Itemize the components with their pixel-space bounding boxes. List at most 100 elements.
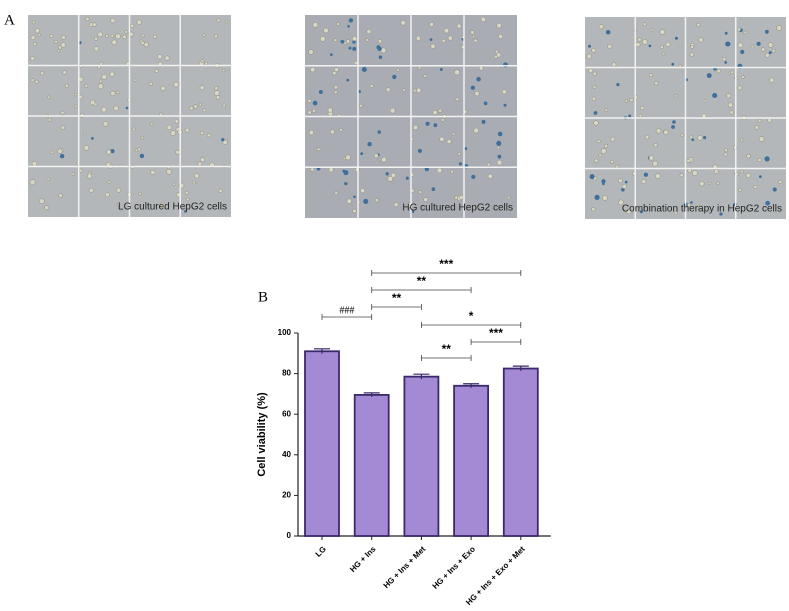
cell (31, 161, 38, 167)
cell (328, 167, 334, 173)
cell (503, 103, 507, 107)
cell (690, 44, 694, 49)
cell (432, 110, 438, 116)
cell (124, 30, 128, 34)
cell (738, 188, 742, 192)
cell (496, 22, 502, 29)
cell (433, 123, 438, 128)
cell (761, 47, 766, 52)
cell (659, 29, 666, 35)
cell (44, 205, 49, 210)
cell (133, 78, 137, 82)
cell (654, 81, 659, 86)
cell (719, 212, 723, 216)
cell (470, 30, 475, 35)
cell (641, 179, 647, 185)
cell (184, 209, 187, 213)
cell (110, 33, 115, 38)
cell (621, 188, 625, 192)
cell (429, 38, 433, 41)
cell (308, 49, 314, 55)
cell (377, 39, 383, 44)
cell (672, 120, 676, 124)
cell (351, 36, 358, 42)
cell (307, 110, 312, 115)
cell (222, 68, 226, 72)
cell (122, 34, 127, 40)
cell (621, 183, 627, 189)
cell (116, 90, 120, 95)
cell (690, 201, 693, 204)
cell (737, 42, 744, 48)
cell (439, 68, 443, 71)
cell (385, 87, 391, 93)
cell (610, 136, 616, 142)
cell (687, 168, 692, 173)
cell (79, 168, 83, 173)
cell (486, 162, 491, 167)
cell (698, 37, 704, 43)
cell (689, 135, 694, 140)
cell (483, 101, 488, 106)
cell (626, 208, 632, 215)
cell (679, 173, 684, 178)
cell (727, 71, 732, 75)
cell (496, 159, 503, 166)
cell (343, 41, 347, 45)
cell (138, 191, 142, 196)
cell (456, 23, 462, 29)
cell (47, 117, 52, 122)
cell (115, 33, 121, 40)
cell (767, 118, 772, 123)
cell (424, 167, 429, 172)
cell (150, 122, 154, 126)
cell (131, 127, 136, 132)
cell (353, 60, 359, 66)
cell (602, 195, 608, 201)
cell (184, 127, 190, 133)
cell (471, 34, 476, 39)
cell (346, 198, 352, 204)
cell (361, 67, 367, 72)
cell (204, 61, 209, 66)
bar (403, 375, 440, 537)
cell (473, 127, 480, 134)
cell (30, 78, 35, 83)
cell (198, 102, 203, 107)
cell (202, 108, 207, 113)
cell (476, 76, 481, 82)
cell (642, 22, 647, 27)
cell (698, 204, 703, 210)
cell (312, 22, 319, 28)
cell (387, 175, 394, 182)
bar (304, 350, 340, 537)
cell (102, 121, 109, 127)
cell (638, 113, 643, 118)
cell (726, 93, 732, 99)
cell (729, 110, 734, 115)
y-tick-label: 20 (282, 491, 291, 500)
cell (89, 99, 96, 106)
cell (93, 46, 99, 52)
cell (446, 139, 452, 144)
cell (113, 105, 119, 112)
cell (87, 173, 93, 179)
cell (59, 153, 65, 159)
cell (727, 102, 734, 108)
cell (105, 34, 109, 38)
cell (342, 156, 346, 161)
cell (588, 68, 594, 73)
cell (110, 148, 115, 154)
cell (739, 138, 744, 142)
cell (430, 43, 436, 49)
cell (222, 103, 227, 108)
cell (34, 28, 40, 34)
cell (339, 128, 343, 132)
cell (628, 114, 632, 118)
cell (458, 162, 463, 166)
cell (644, 134, 650, 140)
cell (360, 152, 364, 156)
cell (194, 173, 200, 179)
cell (374, 198, 379, 203)
cell (58, 193, 63, 198)
